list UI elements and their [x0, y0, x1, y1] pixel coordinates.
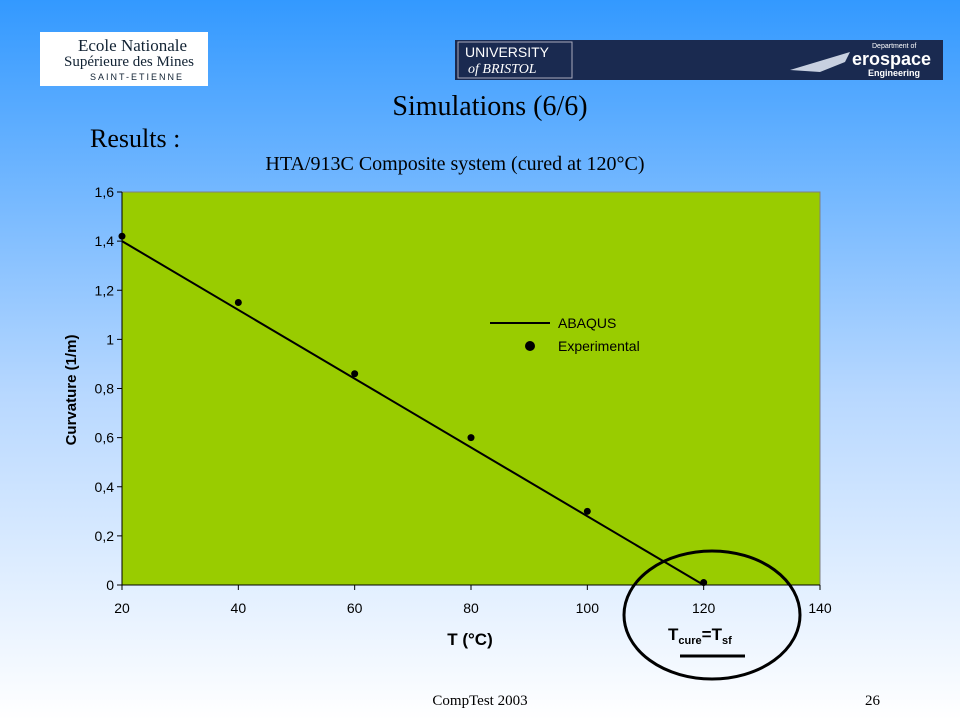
logo-text: SAINT-ETIENNE	[90, 72, 184, 82]
y-tick-label: 1	[106, 331, 114, 347]
page-number: 26	[865, 693, 881, 709]
y-tick-label: 1,2	[95, 282, 115, 298]
logo-text: erospace	[852, 49, 931, 69]
y-tick-label: 0,2	[95, 528, 115, 544]
highlight-ellipse	[622, 549, 802, 681]
logo-text: Department of	[872, 43, 916, 50]
logo-text: UNIVERSITY	[465, 44, 550, 60]
x-tick-label: 120	[692, 600, 716, 616]
legend-label: Experimental	[558, 338, 640, 354]
x-tick-label: 100	[576, 600, 600, 616]
annotation: Tcure=Tsf	[668, 625, 732, 647]
y-tick-label: 1,6	[95, 184, 115, 200]
y-tick-label: 1,4	[95, 233, 115, 249]
x-tick-label: 40	[231, 600, 247, 616]
logo-text: Supérieure des Mines	[64, 54, 194, 70]
marker	[234, 299, 242, 307]
x-axis-label: T (°C)	[447, 630, 493, 649]
bristol-banner	[455, 40, 943, 80]
slide-title: Simulations (6/6)	[392, 91, 587, 122]
marker	[700, 579, 708, 587]
y-axis-label: Curvature (1/m)	[63, 335, 80, 446]
y-tick-label: 0,4	[95, 479, 115, 495]
legend-label: ABAQUS	[558, 315, 616, 331]
bristol-box	[457, 41, 573, 79]
footer: CompTest 2003	[432, 693, 527, 709]
logo-text: Engineering	[868, 68, 920, 78]
plot: 0 0,2 0,4 0,6 0,8 1 1,2 1,4 1,6 20 40 60 80 100 120 140…	[95, 184, 832, 616]
x-tick-label: 140	[808, 600, 832, 616]
slide-heading: Results :	[90, 124, 180, 153]
logo-text: Ecole Nationale	[78, 36, 187, 55]
y-tick-label: 0	[106, 577, 114, 593]
logo-text: of BRISTOL	[468, 62, 537, 77]
marker	[351, 370, 359, 378]
chart-title: HTA/913C Composite system (cured at 120°…	[265, 153, 644, 175]
x-tick-label: 20	[114, 600, 130, 616]
y-tick-label: 0,8	[95, 381, 115, 397]
line	[121, 240, 705, 586]
plot-area	[121, 191, 821, 586]
marker	[118, 232, 126, 240]
x-tick-label: 60	[347, 600, 363, 616]
marker	[583, 507, 591, 515]
y-tick-label: 0,6	[95, 430, 115, 446]
mines-logo	[40, 32, 208, 86]
legend-swatch	[525, 341, 535, 351]
marker	[467, 434, 475, 442]
plane-icon	[790, 52, 850, 72]
x-tick-label: 80	[463, 600, 479, 616]
